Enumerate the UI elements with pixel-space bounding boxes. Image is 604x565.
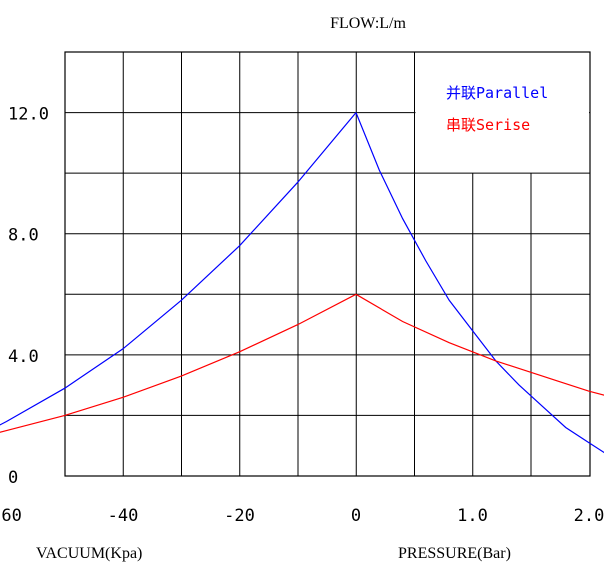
y-tick-label: 4.0 <box>8 347 39 367</box>
chart-title: FLOW:L/m <box>330 15 406 32</box>
x-tick-label: 1.0 <box>457 506 488 526</box>
series-line-serise <box>355 293 604 396</box>
x-tick-label: -60 <box>0 506 22 526</box>
y-tick-labels: 0 4.0 8.0 12.0 <box>8 105 49 488</box>
x-tick-label: 0 <box>351 506 361 526</box>
x-tick-label: -20 <box>224 506 255 526</box>
x-tick-label: -40 <box>108 506 139 526</box>
legend-entry-parallel: 并联Parallel <box>446 84 548 102</box>
series-line-parallel <box>0 112 357 426</box>
legend: 并联Parallel 串联Serise <box>446 84 548 134</box>
plot-lines <box>0 112 604 454</box>
plot-frame <box>64 51 591 477</box>
y-tick-label: 0 <box>8 468 18 488</box>
series-line-parallel <box>355 112 604 454</box>
y-tick-label: 8.0 <box>8 226 39 246</box>
series-line-serise <box>0 293 357 433</box>
x-axis-label-pressure: PRESSURE(Bar) <box>398 545 511 562</box>
legend-box <box>415 53 589 173</box>
x-axis-label-vacuum: VACUUM(Kpa) <box>36 545 142 562</box>
y-tick-label: 12.0 <box>8 105 49 125</box>
legend-entry-serise: 串联Serise <box>446 116 530 134</box>
x-tick-label: 2.0 <box>574 506 604 526</box>
chart-grid <box>64 51 591 477</box>
